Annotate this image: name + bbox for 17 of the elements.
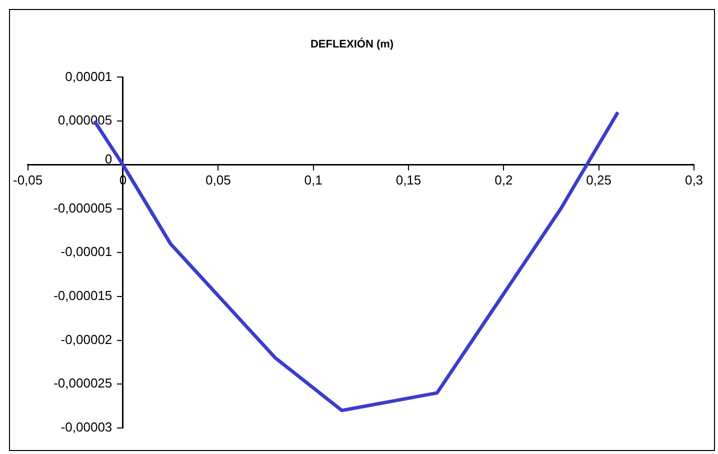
y-tick-label: 0,000005 bbox=[58, 112, 123, 128]
x-tick-label: 0,3 bbox=[684, 172, 704, 188]
y-tick-label: -0,000015 bbox=[54, 288, 123, 304]
x-tick-label: -0,05 bbox=[12, 172, 43, 188]
y-tick-label: 0 bbox=[104, 151, 123, 166]
x-tick-label: 0,05 bbox=[206, 172, 231, 188]
x-tick-label: 0,1 bbox=[304, 172, 322, 188]
y-tick-label: -0,00003 bbox=[60, 420, 123, 435]
y-tick-label: 0,00001 bbox=[65, 68, 123, 84]
y-tick-label: -0,000005 bbox=[54, 200, 123, 216]
chart-title: DEFLEXIÓN (m) bbox=[310, 38, 394, 51]
x-tick-label: 0,25 bbox=[586, 172, 612, 188]
x-tick-label: 0,15 bbox=[396, 172, 422, 188]
x-tick-label: 0,2 bbox=[494, 172, 513, 188]
y-tick-label: -0,000025 bbox=[54, 376, 123, 391]
y-tick-label: -0,00001 bbox=[60, 244, 123, 260]
y-tick-label: -0,00002 bbox=[60, 332, 123, 347]
